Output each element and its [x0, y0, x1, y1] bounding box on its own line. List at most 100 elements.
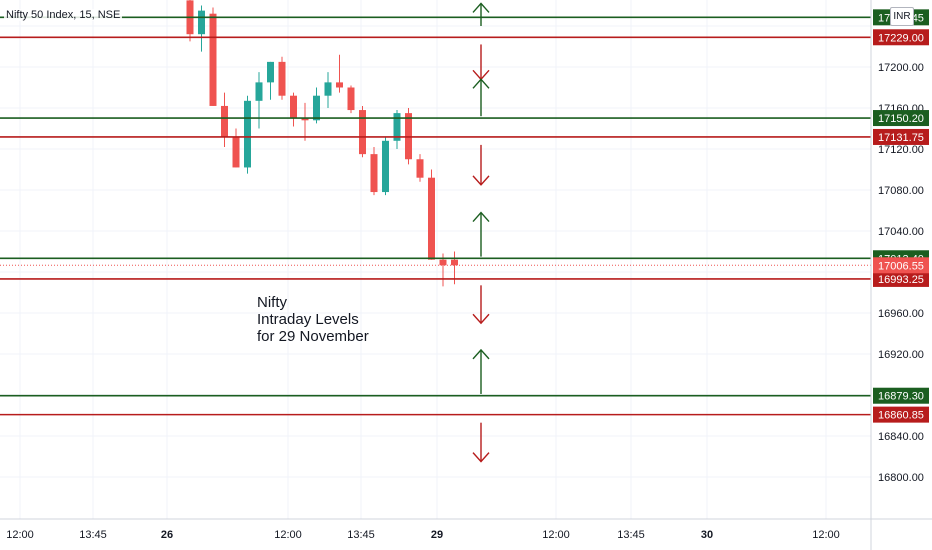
arrow-head — [472, 175, 490, 186]
candle — [267, 61, 274, 100]
candle — [370, 146, 378, 196]
candle — [255, 72, 263, 129]
arrow-head — [472, 78, 490, 89]
last-price-label: 17006.55 — [873, 257, 929, 274]
time-tick-label: 12:00 — [812, 529, 840, 541]
level-label: 17150.20 — [873, 110, 929, 127]
time-tick-label: 12:00 — [6, 529, 34, 541]
arrow-head — [472, 313, 490, 325]
arrow-up-icon — [472, 348, 490, 394]
candle — [278, 56, 286, 100]
arrow-down-icon — [472, 422, 490, 463]
level-label-bg — [873, 110, 929, 127]
note-line: for 29 November — [257, 328, 369, 345]
time-tick-label: 13:45 — [617, 529, 645, 541]
level-label-bg — [873, 406, 929, 423]
candle-body — [451, 259, 458, 266]
arrow-down-icon — [472, 44, 490, 81]
candle-body — [209, 13, 217, 106]
time-tick-label: 12:00 — [274, 529, 302, 541]
time-tick-label: 12:00 — [542, 529, 570, 541]
price-tick-label: 16840.00 — [878, 431, 924, 443]
arrow-head — [472, 2, 490, 13]
candle-body — [359, 110, 366, 155]
level-label: 17229.00 — [873, 29, 929, 46]
candle — [244, 95, 251, 174]
level-label-text: 17131.75 — [878, 132, 924, 144]
candle-body — [290, 95, 297, 119]
candle — [359, 105, 366, 158]
price-tick-label: 17120.00 — [878, 144, 924, 156]
intraday-note: Nifty Intraday Levels for 29 November — [257, 294, 369, 345]
candle — [428, 169, 435, 260]
last-price-bg — [873, 257, 929, 274]
candle — [209, 7, 217, 106]
candle-body — [255, 82, 263, 101]
candle — [290, 92, 297, 127]
candle-body — [336, 82, 343, 88]
time-tick-label: 13:45 — [347, 529, 375, 541]
candle — [221, 92, 228, 147]
time-tick-label: 30 — [701, 529, 713, 541]
price-tick-label: 16920.00 — [878, 349, 924, 361]
level-label-bg — [873, 29, 929, 46]
candle-body — [221, 105, 228, 137]
candle-body — [428, 177, 435, 260]
price-tick-label: 17040.00 — [878, 226, 924, 238]
currency-badge[interactable]: INR — [890, 7, 914, 26]
candle — [382, 136, 389, 196]
level-label-text: 17229.00 — [878, 32, 924, 44]
candle-body — [244, 100, 251, 168]
arrow-up-icon — [472, 78, 490, 117]
arrow-head — [472, 452, 490, 463]
candle — [393, 110, 401, 149]
arrow-down-icon — [472, 144, 490, 186]
level-label-text: 16879.30 — [878, 391, 924, 403]
arrow-down-icon — [472, 285, 490, 325]
candle-body — [370, 154, 378, 193]
candle-body — [347, 87, 355, 111]
candle-body — [301, 118, 309, 121]
candle — [186, 0, 194, 42]
candle — [198, 5, 205, 52]
candle — [324, 72, 332, 108]
candle — [416, 154, 424, 182]
candle — [301, 102, 309, 141]
arrow-up-icon — [472, 211, 490, 257]
price-tick-label: 17200.00 — [878, 62, 924, 74]
candle-body — [232, 136, 240, 168]
level-label: 16879.30 — [873, 387, 929, 404]
last-price-text: 17006.55 — [878, 260, 924, 272]
time-tick-label: 26 — [161, 529, 173, 541]
candle-body — [267, 61, 274, 83]
price-tick-label: 17080.00 — [878, 185, 924, 197]
time-tick-label: 29 — [431, 529, 443, 541]
candle-body — [382, 140, 389, 193]
candle — [232, 128, 240, 168]
candle-body — [393, 113, 401, 141]
candle-body — [198, 10, 205, 35]
price-tick-label: 16960.00 — [878, 308, 924, 320]
level-label-bg — [873, 387, 929, 404]
level-label: 17131.75 — [873, 128, 929, 145]
level-label-bg — [873, 270, 929, 287]
price-tick-label: 16800.00 — [878, 472, 924, 484]
candle — [347, 85, 355, 114]
note-line: Intraday Levels — [257, 311, 359, 328]
level-label-bg — [873, 128, 929, 145]
level-label-text: 16993.25 — [878, 274, 924, 286]
candle-body — [313, 95, 320, 121]
level-label: 16993.25 — [873, 270, 929, 287]
arrow-head — [472, 348, 490, 360]
arrow-head — [472, 211, 490, 223]
candle-body — [416, 159, 424, 178]
candle — [336, 54, 343, 93]
candle-body — [324, 82, 332, 96]
note-line: Nifty — [257, 294, 287, 311]
candle-body — [278, 61, 286, 96]
level-label: 16860.85 — [873, 406, 929, 423]
candle-body — [439, 259, 447, 266]
level-label-text: 17150.20 — [878, 113, 924, 125]
